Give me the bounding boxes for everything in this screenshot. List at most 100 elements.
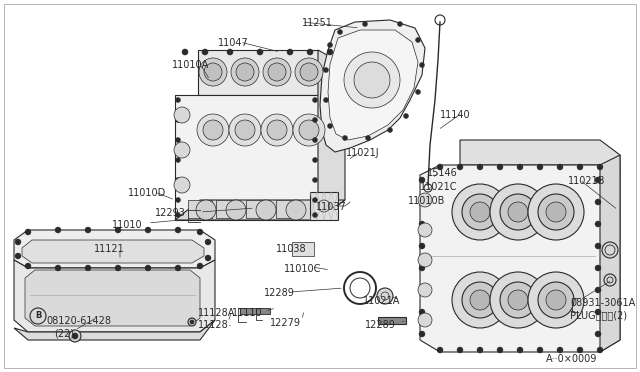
Circle shape xyxy=(354,62,390,98)
Circle shape xyxy=(85,265,91,271)
Circle shape xyxy=(462,282,498,318)
Circle shape xyxy=(546,202,566,222)
Circle shape xyxy=(602,242,618,258)
Bar xyxy=(276,200,300,218)
Circle shape xyxy=(312,212,317,218)
Circle shape xyxy=(508,202,528,222)
Circle shape xyxy=(312,157,317,163)
Circle shape xyxy=(312,177,317,183)
Polygon shape xyxy=(600,155,620,352)
Circle shape xyxy=(175,138,180,142)
Circle shape xyxy=(197,229,203,235)
Circle shape xyxy=(462,194,498,230)
Circle shape xyxy=(452,272,508,328)
Circle shape xyxy=(175,157,180,163)
Text: B: B xyxy=(35,311,41,321)
Circle shape xyxy=(365,135,371,141)
Bar xyxy=(246,200,270,218)
Circle shape xyxy=(419,177,425,183)
Text: 11010A: 11010A xyxy=(172,60,209,70)
Circle shape xyxy=(528,272,584,328)
Circle shape xyxy=(175,227,181,233)
Circle shape xyxy=(175,198,180,202)
Circle shape xyxy=(604,274,616,286)
Circle shape xyxy=(497,347,503,353)
Text: 11021C: 11021C xyxy=(420,182,458,192)
Circle shape xyxy=(182,49,188,55)
Circle shape xyxy=(204,63,222,81)
Circle shape xyxy=(470,202,490,222)
Circle shape xyxy=(205,255,211,261)
Circle shape xyxy=(437,164,443,170)
Text: 11010D: 11010D xyxy=(128,188,166,198)
Circle shape xyxy=(55,265,61,271)
Circle shape xyxy=(267,120,287,140)
Circle shape xyxy=(419,199,425,205)
Circle shape xyxy=(517,164,523,170)
Bar xyxy=(188,200,212,218)
Circle shape xyxy=(419,331,425,337)
Circle shape xyxy=(196,200,216,220)
Circle shape xyxy=(490,272,546,328)
Circle shape xyxy=(257,49,263,55)
Circle shape xyxy=(538,282,574,318)
Text: 11010B: 11010B xyxy=(408,196,445,206)
Circle shape xyxy=(145,227,151,233)
Circle shape xyxy=(203,120,223,140)
Polygon shape xyxy=(175,95,318,220)
Circle shape xyxy=(517,347,523,353)
Circle shape xyxy=(419,243,425,249)
Circle shape xyxy=(419,62,424,67)
Circle shape xyxy=(287,49,293,55)
Circle shape xyxy=(227,49,233,55)
Polygon shape xyxy=(22,240,204,263)
Circle shape xyxy=(72,333,78,339)
Circle shape xyxy=(452,184,508,240)
Circle shape xyxy=(188,318,196,326)
Circle shape xyxy=(312,118,317,122)
Circle shape xyxy=(145,265,151,271)
Circle shape xyxy=(175,177,180,183)
Circle shape xyxy=(418,253,432,267)
Text: 08931-3061A: 08931-3061A xyxy=(570,298,636,308)
Circle shape xyxy=(236,63,254,81)
Text: PLUGプラグ(2): PLUGプラグ(2) xyxy=(570,310,627,320)
Circle shape xyxy=(174,177,190,193)
Circle shape xyxy=(231,58,259,86)
Circle shape xyxy=(25,229,31,235)
Circle shape xyxy=(25,263,31,269)
Circle shape xyxy=(293,114,325,146)
Circle shape xyxy=(595,243,601,249)
Circle shape xyxy=(477,164,483,170)
Text: 11021B: 11021B xyxy=(568,176,605,186)
Circle shape xyxy=(377,288,393,304)
Bar xyxy=(292,242,314,256)
Circle shape xyxy=(397,22,403,26)
Circle shape xyxy=(500,194,536,230)
Circle shape xyxy=(457,164,463,170)
Circle shape xyxy=(327,49,333,55)
Bar xyxy=(378,317,406,324)
Text: 11010C: 11010C xyxy=(284,264,321,274)
Circle shape xyxy=(115,227,121,233)
Circle shape xyxy=(175,265,181,271)
Text: 11128A: 11128A xyxy=(198,308,236,318)
Polygon shape xyxy=(198,50,318,95)
Circle shape xyxy=(577,164,583,170)
Circle shape xyxy=(15,239,21,245)
Circle shape xyxy=(362,22,367,26)
Bar xyxy=(310,192,338,220)
Text: 11010: 11010 xyxy=(112,220,143,230)
Circle shape xyxy=(261,114,293,146)
Circle shape xyxy=(174,107,190,123)
Circle shape xyxy=(546,290,566,310)
Text: 12279: 12279 xyxy=(270,318,301,328)
Circle shape xyxy=(115,265,121,271)
Text: 12289: 12289 xyxy=(264,288,295,298)
Text: 08120-61428: 08120-61428 xyxy=(46,316,111,326)
Circle shape xyxy=(197,263,203,269)
Circle shape xyxy=(205,239,211,245)
Text: 15146: 15146 xyxy=(427,168,458,178)
Circle shape xyxy=(342,135,348,141)
Polygon shape xyxy=(175,200,345,220)
